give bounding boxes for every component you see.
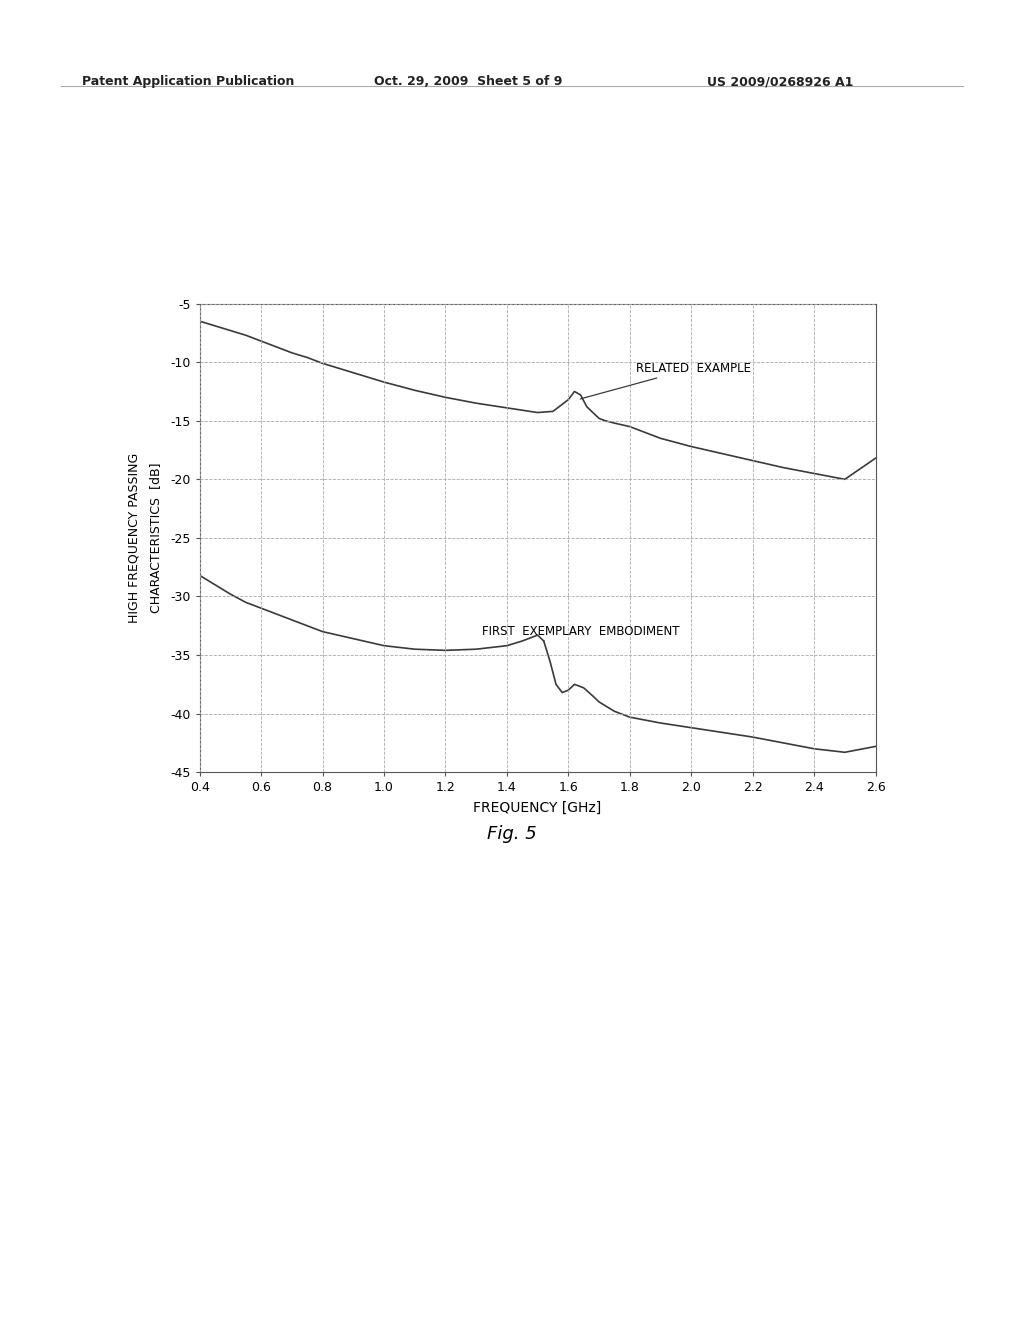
Text: Patent Application Publication: Patent Application Publication [82,75,294,88]
X-axis label: FREQUENCY [GHz]: FREQUENCY [GHz] [473,801,602,816]
Text: FIRST  EXEMPLARY  EMBODIMENT: FIRST EXEMPLARY EMBODIMENT [482,626,680,642]
Text: Oct. 29, 2009  Sheet 5 of 9: Oct. 29, 2009 Sheet 5 of 9 [374,75,562,88]
Y-axis label: HIGH FREQUENCY PASSING
CHARACTERISTICS  [dB]: HIGH FREQUENCY PASSING CHARACTERISTICS [… [128,453,162,623]
Text: Fig. 5: Fig. 5 [487,825,537,843]
Text: RELATED  EXAMPLE: RELATED EXAMPLE [581,362,751,399]
Text: US 2009/0268926 A1: US 2009/0268926 A1 [707,75,853,88]
